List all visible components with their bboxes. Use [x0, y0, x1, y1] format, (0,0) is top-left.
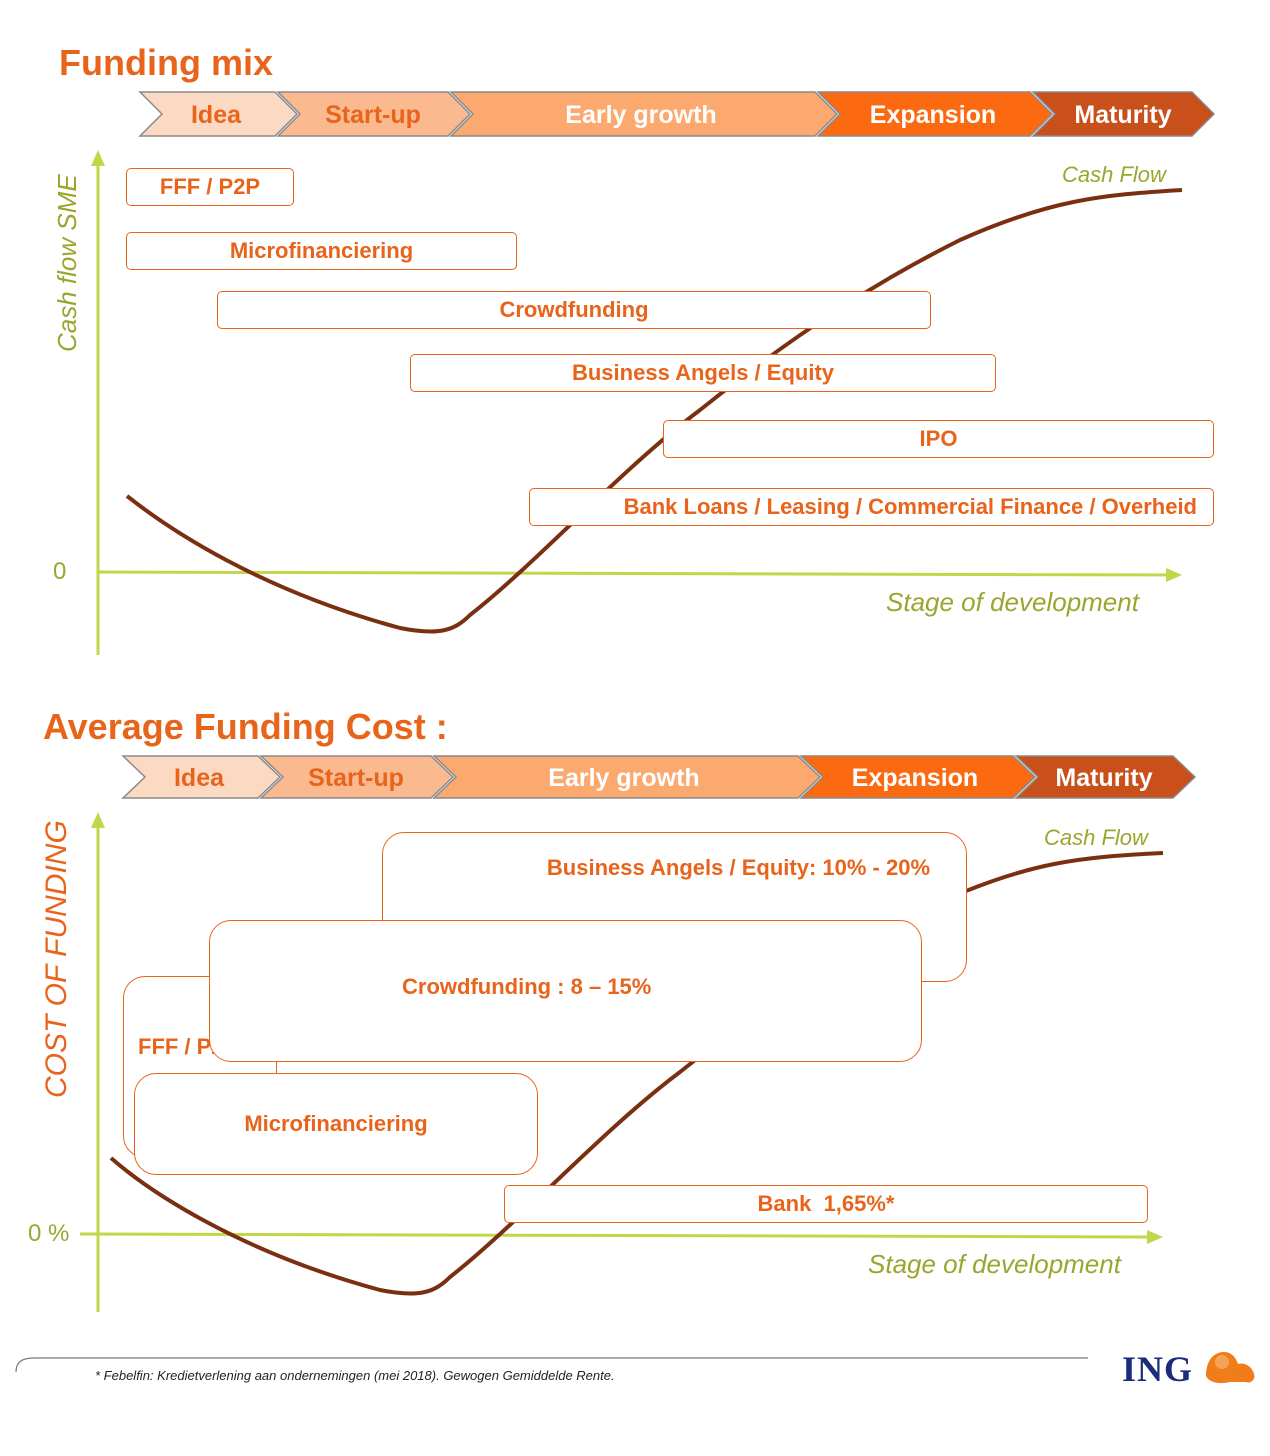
p1-stage-expansion — [816, 91, 1054, 137]
p2-stage-early-growth — [432, 755, 822, 799]
panel1-stage-bar: Idea Start-up Early growth Expansion Mat… — [138, 91, 1216, 137]
panel1-axes — [91, 150, 1182, 655]
p1-stage-label: Expansion — [870, 101, 996, 129]
p2-stage-label: Start-up — [308, 764, 404, 792]
footnote: * Febelfin: Kredietverlening aan onderne… — [95, 1368, 615, 1383]
p1-stage-maturity — [1031, 91, 1216, 137]
p2-bar-bank: Bank 1,65%* — [504, 1185, 1148, 1223]
panel2-cash-flow-curve — [109, 851, 1164, 1296]
p1-stage-label: Early growth — [565, 101, 716, 129]
p1-stage-label: Maturity — [1074, 101, 1171, 129]
p2-stage-label: Maturity — [1055, 764, 1152, 792]
panel1-cash-flow-curve — [125, 188, 1183, 634]
p2-stage-label: Early growth — [548, 764, 699, 792]
ing-logo: ING — [1122, 1349, 1194, 1389]
p1-stage-label: Start-up — [325, 101, 421, 129]
panel1-zero-label: 0 — [53, 558, 67, 585]
p2-stage-maturity — [1014, 755, 1197, 799]
p2-stage-idea — [121, 755, 282, 799]
p1-stage-label: Idea — [191, 101, 242, 129]
p1-bar-business-angels: Business Angels / Equity — [410, 354, 996, 392]
p1-bar-microfinanciering: Microfinanciering — [126, 232, 517, 270]
lion-icon — [1206, 1352, 1255, 1384]
panel2-x-axis-label: Stage of development — [868, 1249, 1121, 1279]
p1-stage-early-growth — [449, 91, 839, 137]
p2-stage-startup — [259, 755, 455, 799]
p2-bar-microfinanciering: Microfinanciering — [134, 1073, 538, 1175]
panel2-stage-bar: Idea Start-up Early growth Expansion Mat… — [121, 755, 1197, 799]
p2-stage-label: Idea — [174, 764, 225, 792]
panel2-y-axis-label: COST OF FUNDING — [40, 820, 73, 1098]
panel1-title: Funding mix — [59, 42, 273, 83]
p2-bar-crowdfunding: Crowdfunding : 8 – 15% — [209, 920, 922, 1062]
p1-stage-idea — [138, 91, 299, 137]
p1-bar-fff-p2p: FFF / P2P — [126, 168, 294, 206]
panel1-cash-flow-label: Cash Flow — [1062, 162, 1166, 187]
p1-bar-ipo: IPO — [663, 420, 1214, 458]
panel1-x-axis-label: Stage of development — [886, 587, 1139, 617]
panel2-title: Average Funding Cost : — [43, 706, 448, 747]
panel2-zero-label: 0 % — [28, 1220, 70, 1247]
p1-bar-bank-loans: Bank Loans / Leasing / Commercial Financ… — [529, 488, 1214, 526]
p1-stage-startup — [276, 91, 472, 137]
panel2-axes — [79, 812, 1163, 1312]
p1-bar-crowdfunding: Crowdfunding — [217, 291, 931, 329]
p2-stage-expansion — [799, 755, 1037, 799]
p2-stage-label: Expansion — [852, 764, 978, 792]
panel1-y-axis-label: Cash flow SME — [52, 174, 82, 352]
panel2-cash-flow-label: Cash Flow — [1044, 825, 1148, 850]
footer-divider — [15, 1357, 1088, 1373]
